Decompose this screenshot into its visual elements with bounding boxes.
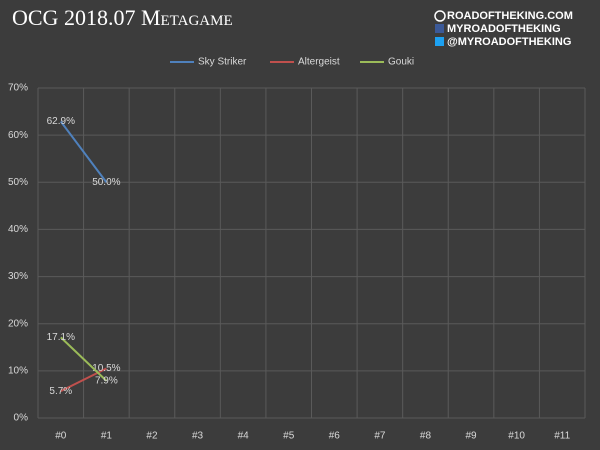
- watermark: @MYROADOFTHEKING: [447, 36, 571, 48]
- data-label: 5.7%: [49, 386, 72, 397]
- y-tick-label: 0%: [14, 413, 29, 424]
- series-line: [59, 120, 108, 183]
- logo-icon: [434, 10, 446, 22]
- x-tick-label: #6: [329, 431, 341, 442]
- x-tick-label: #8: [420, 431, 432, 442]
- y-tick-label: 40%: [8, 224, 28, 235]
- legend-label: Sky Striker: [198, 57, 247, 68]
- watermark: ROADOFTHEKING.COM: [447, 10, 573, 22]
- y-tick-label: 30%: [8, 271, 28, 282]
- data-label: 50.0%: [92, 177, 120, 188]
- x-tick-label: #11: [554, 431, 570, 442]
- x-tick-label: #7: [374, 431, 386, 442]
- y-tick-label: 70%: [8, 83, 28, 94]
- y-tick-label: 60%: [8, 130, 28, 141]
- data-label: 62.9%: [47, 116, 75, 127]
- twitter-icon: [435, 37, 444, 46]
- x-tick-label: #10: [508, 431, 525, 442]
- x-tick-label: #2: [146, 431, 158, 442]
- x-tick-label: #4: [238, 431, 250, 442]
- legend-label: Gouki: [388, 57, 414, 68]
- data-label: 10.5%: [92, 363, 120, 374]
- legend-label: Altergeist: [298, 57, 340, 68]
- series-line: [60, 336, 108, 382]
- facebook-icon: [435, 24, 444, 33]
- x-tick-label: #1: [101, 431, 113, 442]
- y-tick-label: 20%: [8, 318, 28, 329]
- x-tick-label: #5: [283, 431, 295, 442]
- watermark: MYROADOFTHEKING: [447, 23, 561, 35]
- x-tick-label: #9: [465, 431, 477, 442]
- data-label: 17.1%: [47, 332, 75, 343]
- y-tick-label: 50%: [8, 177, 28, 188]
- data-label: 7.9%: [95, 375, 118, 386]
- x-tick-label: #0: [55, 431, 67, 442]
- chart-title: OCG 2018.07 Metagame: [12, 5, 233, 30]
- y-tick-label: 10%: [8, 365, 28, 376]
- x-tick-label: #3: [192, 431, 204, 442]
